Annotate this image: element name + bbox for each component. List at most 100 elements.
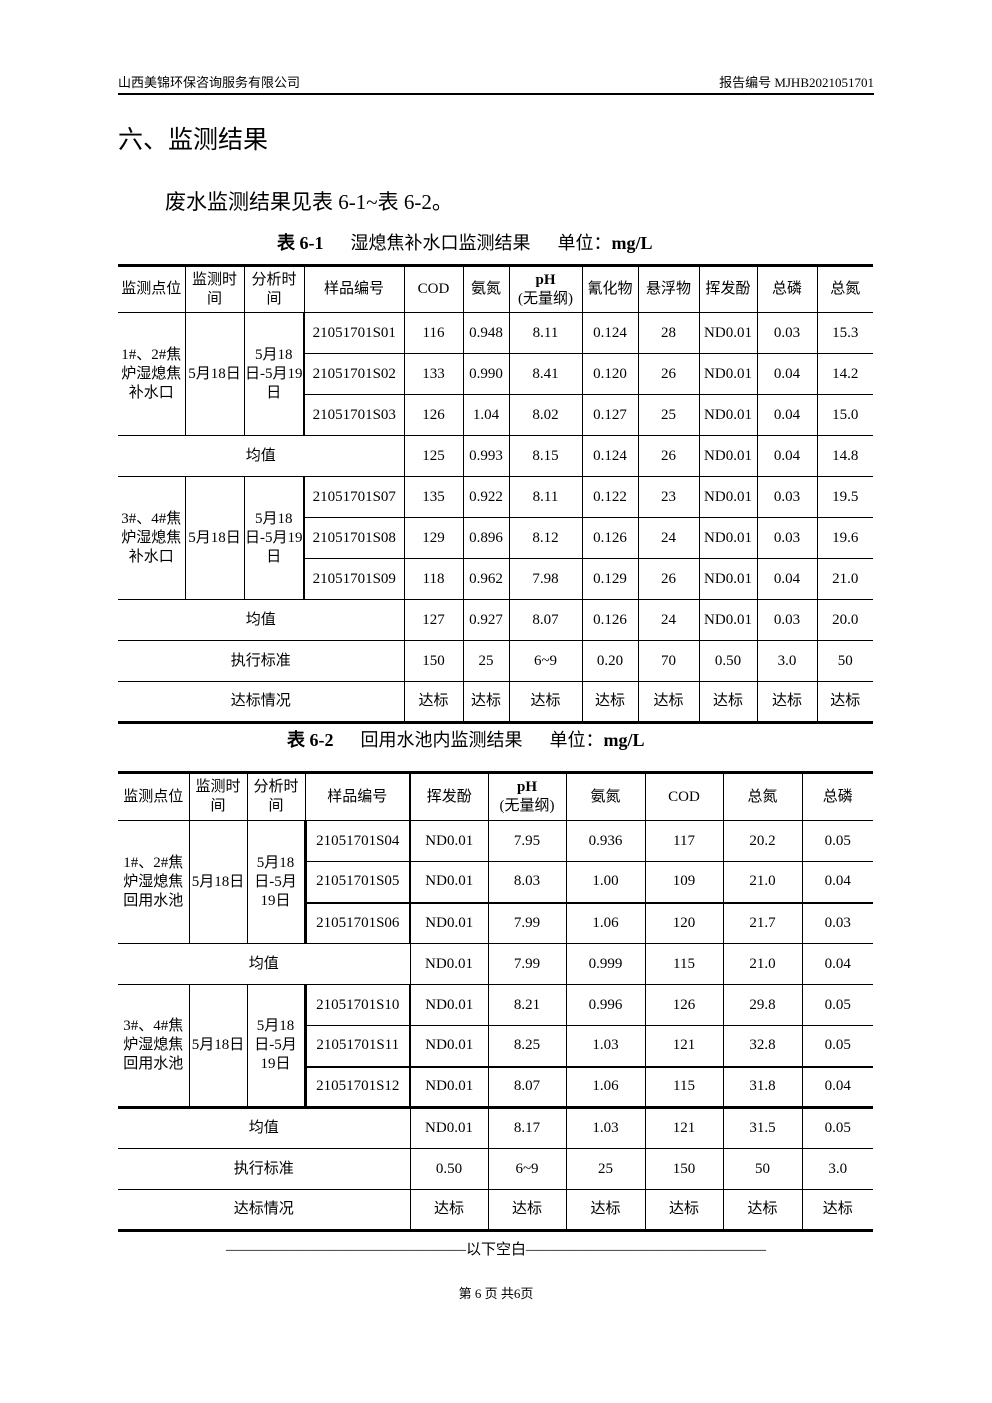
standard-row-value: 0.50 bbox=[409, 1148, 489, 1190]
header-cell: 悬浮物 bbox=[637, 265, 700, 313]
analysis-time-cell: 5月18日-5月19日 bbox=[246, 984, 307, 1108]
ph-unit: (无量纲) bbox=[499, 798, 555, 814]
value-cell: 126 bbox=[644, 984, 724, 1026]
table2-unit: mg/L bbox=[603, 730, 645, 750]
header-cell: 总磷 bbox=[756, 265, 818, 313]
sample-id-cell: 21051701S07 bbox=[303, 476, 405, 518]
value-cell: 8.02 bbox=[508, 394, 583, 436]
analysis-time-cell: 5月18日-5月19日 bbox=[243, 312, 305, 436]
mean-value: 24 bbox=[637, 599, 700, 641]
value-cell: 26 bbox=[637, 353, 700, 395]
compliance-row-value: 达标 bbox=[637, 681, 700, 723]
header-cell: 监测时间 bbox=[188, 772, 248, 821]
value-cell: ND0.01 bbox=[409, 1025, 489, 1068]
value-cell: 26 bbox=[637, 558, 700, 600]
value-cell: 0.996 bbox=[565, 984, 646, 1026]
location-cell: 1#、2#焦炉湿熄焦回用水池 bbox=[118, 820, 190, 944]
compliance-row-value: 达标 bbox=[487, 1189, 567, 1231]
header-cell-ph: pH (无量纲) bbox=[487, 772, 567, 821]
value-cell: 1.00 bbox=[565, 861, 646, 904]
value-cell: 24 bbox=[637, 517, 700, 559]
mean-value: ND0.01 bbox=[698, 599, 758, 641]
table-row: 21051701S08 129 0.896 8.12 0.126 24 ND0.01 0.03… bbox=[118, 517, 873, 559]
value-cell: 135 bbox=[403, 476, 464, 518]
table-row: 21051701S11 ND0.01 8.25 1.03 121 32.8 0.05 bbox=[118, 1025, 873, 1068]
standard-row-value: 150 bbox=[644, 1148, 724, 1190]
value-cell: 8.25 bbox=[487, 1025, 567, 1068]
value-cell: 116 bbox=[403, 312, 464, 354]
mean-value: 7.99 bbox=[487, 943, 567, 985]
standard-row-value: 3.0 bbox=[756, 640, 818, 682]
value-cell: 32.8 bbox=[722, 1025, 803, 1068]
mean-value: 0.04 bbox=[756, 435, 818, 477]
value-cell: ND0.01 bbox=[698, 517, 758, 559]
mean-row: 均值 127 0.927 8.07 0.126 24 ND0.01 0.03 20.0 bbox=[118, 599, 873, 641]
monitor-time-cell: 5月18日 bbox=[188, 820, 248, 944]
value-cell: 15.3 bbox=[816, 312, 873, 354]
header-cell: 挥发酚 bbox=[698, 265, 758, 313]
header-cell: 氨氮 bbox=[565, 772, 646, 821]
header-cell: 氰化物 bbox=[581, 265, 639, 313]
header-row: 监测点位 监测时间 分析时间 样品编号 COD 氨氮 pH (无量纲) 氰化物 悬浮物 挥发酚 总磷总… bbox=[118, 265, 873, 313]
value-cell: 21.7 bbox=[722, 902, 803, 944]
value-cell: 109 bbox=[644, 861, 724, 904]
ph-label: pH bbox=[535, 271, 556, 288]
monitor-time-cell: 5月18日 bbox=[184, 312, 245, 436]
value-cell: 126 bbox=[403, 394, 464, 436]
value-cell: 1.04 bbox=[462, 394, 510, 436]
header-cell: 监测时间 bbox=[184, 265, 245, 313]
value-cell: 1.03 bbox=[565, 1025, 646, 1068]
value-cell: 8.07 bbox=[487, 1066, 567, 1108]
table-row: 21051701S05 ND0.01 8.03 1.00 109 21.0 0.04 bbox=[118, 861, 873, 904]
table-row: 1#、2#焦炉湿熄焦回用水池 5月18日 5月18日-5月19日 21051701S0… bbox=[118, 820, 873, 944]
value-cell: 0.126 bbox=[581, 517, 639, 559]
value-cell: ND0.01 bbox=[698, 394, 758, 436]
compliance-row: 达标情况 达标 达标 达标 达标 达标 达标 达标 达标 bbox=[118, 681, 873, 723]
standard-row-value: 6~9 bbox=[508, 640, 583, 682]
value-cell: ND0.01 bbox=[409, 984, 489, 1026]
sample-id-cell: 21051701S01 bbox=[303, 312, 405, 354]
compliance-row-value: 达标 bbox=[581, 681, 639, 723]
value-cell: 0.124 bbox=[581, 312, 639, 354]
value-cell: 15.0 bbox=[816, 394, 873, 436]
mean-value: 0.03 bbox=[756, 599, 818, 641]
compliance-row-value: 达标 bbox=[565, 1189, 646, 1231]
mean-value: 8.15 bbox=[508, 435, 583, 477]
value-cell: 28 bbox=[637, 312, 700, 354]
standard-row-value: 6~9 bbox=[487, 1148, 567, 1190]
compliance-row-value: 达标 bbox=[508, 681, 583, 723]
value-cell: 0.03 bbox=[801, 902, 873, 944]
header-divider bbox=[118, 93, 874, 95]
compliance-row-label: 达标情况 bbox=[118, 1189, 411, 1231]
table-6-2: 监测点位 监测时间 分析时间 样品编号 挥发酚 pH (无量纲) 氨氮 COD 总氮 总磷 1#、2#… bbox=[118, 771, 873, 1232]
value-cell: 0.129 bbox=[581, 558, 639, 600]
table-row: 21051701S09 118 0.962 7.98 0.129 26 ND0.01 0.04… bbox=[118, 558, 873, 600]
table-row: 21051701S02 133 0.990 8.41 0.120 26 ND0.01 0.04… bbox=[118, 353, 873, 395]
value-cell: 21.0 bbox=[722, 861, 803, 904]
value-cell: 120 bbox=[644, 902, 724, 944]
location-cell: 1#、2#焦炉湿熄焦补水口 bbox=[118, 312, 186, 436]
compliance-row-value: 达标 bbox=[403, 681, 464, 723]
compliance-row-value: 达标 bbox=[409, 1189, 489, 1231]
header-cell: 样品编号 bbox=[303, 265, 405, 313]
value-cell: 7.95 bbox=[487, 820, 567, 862]
standard-row-value: 50 bbox=[722, 1148, 803, 1190]
standard-row-label: 执行标准 bbox=[118, 1148, 411, 1190]
table2-caption-no: 表 6-2 bbox=[287, 730, 334, 750]
standard-row: 执行标准 0.50 6~9 25 150 50 3.0 bbox=[118, 1148, 873, 1190]
table-row: 21051701S03 126 1.04 8.02 0.127 25 ND0.01 0.04 1… bbox=[118, 394, 873, 436]
value-cell: 0.936 bbox=[565, 820, 646, 862]
value-cell: 0.127 bbox=[581, 394, 639, 436]
header-cell: COD bbox=[403, 265, 464, 313]
mean-value: ND0.01 bbox=[698, 435, 758, 477]
monitor-time-cell: 5月18日 bbox=[184, 476, 245, 600]
sample-id-cell: 21051701S09 bbox=[303, 558, 405, 600]
table-row: 3#、4#焦炉湿熄焦补水口 5月18日 5月18日-5月19日 21051701S07… bbox=[118, 476, 873, 600]
compliance-row: 达标情况 达标 达标 达标 达标 达标 达标 bbox=[118, 1189, 873, 1231]
header-cell-ph: pH (无量纲) bbox=[508, 265, 583, 313]
compliance-row-value: 达标 bbox=[756, 681, 818, 723]
header-cell: 监测点位 bbox=[118, 772, 190, 821]
table-6-1: 监测点位 监测时间 分析时间 样品编号 COD 氨氮 pH (无量纲) 氰化物 悬浮物 挥发酚 总磷总… bbox=[118, 264, 873, 724]
value-cell: 0.922 bbox=[462, 476, 510, 518]
company-name: 山西美锦环保咨询服务有限公司 bbox=[118, 75, 301, 90]
